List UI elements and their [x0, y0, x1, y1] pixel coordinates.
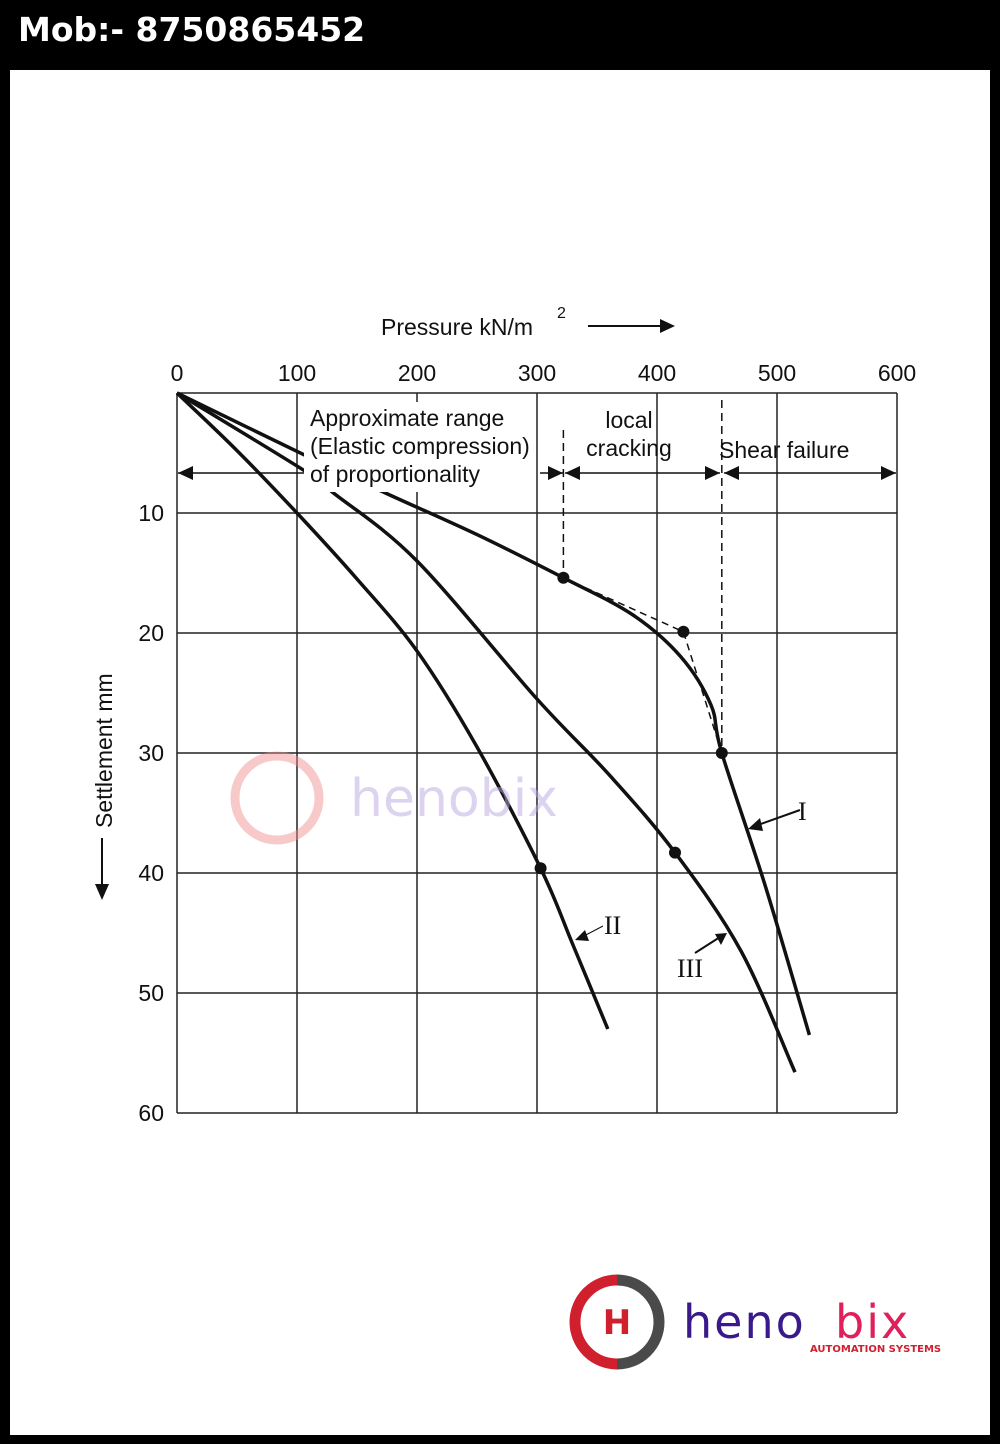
range-arrowhead	[178, 466, 193, 480]
series-marker-II	[534, 862, 547, 875]
series-marker-III	[669, 846, 681, 859]
curve-pointer-head	[715, 933, 727, 945]
y-tick-label: 50	[138, 980, 164, 1006]
curve-pointer-I	[754, 809, 801, 827]
range-arrowhead	[881, 466, 896, 480]
x-tick-label: 600	[878, 360, 916, 386]
x-axis-label: Pressure kN/m	[381, 314, 533, 340]
construction-dashed-line	[563, 577, 723, 754]
y-tick-label: 10	[138, 500, 164, 526]
y-tick-label: 60	[138, 1100, 164, 1126]
x-tick-label: 500	[758, 360, 796, 386]
x-axis-label-superscript: 2	[557, 305, 566, 322]
range-arrowhead	[565, 466, 580, 480]
x-tick-label: 300	[518, 360, 556, 386]
curve-pointer-head	[748, 818, 763, 831]
y-tick-label: 30	[138, 740, 164, 766]
curve-pointer-III	[694, 936, 721, 954]
range-arrowhead	[705, 466, 720, 480]
construction-marker	[677, 625, 690, 638]
zone3-label: Shear failure	[719, 437, 849, 463]
x-axis-arrowhead	[660, 319, 675, 333]
x-tick-label: 400	[638, 360, 676, 386]
range-arrowhead	[724, 466, 739, 480]
logo-name-part2: bix	[835, 1295, 910, 1349]
watermark-logo-icon	[230, 751, 324, 845]
y-tick-label: 40	[138, 860, 164, 886]
x-tick-label: 0	[171, 360, 184, 386]
logo-tagline: AUTOMATION SYSTEMS	[810, 1344, 941, 1355]
zone-label-background	[304, 402, 536, 492]
y-axis-label: Settlement mm	[91, 673, 117, 828]
zone1-label: (Elastic compression)	[310, 433, 530, 459]
series-line-II	[175, 391, 610, 1030]
x-tick-label: 100	[278, 360, 316, 386]
curve-pointer-head	[575, 930, 589, 941]
curve-label-I: I	[798, 797, 807, 826]
logo-icon-right	[616, 1274, 665, 1370]
zone1-label: Approximate range	[310, 405, 504, 431]
logo-icon-letter: H	[603, 1303, 631, 1343]
curve-label-II: II	[604, 911, 621, 940]
watermark-text: henobix	[350, 769, 558, 829]
curve-label-III: III	[677, 954, 703, 983]
range-arrowhead	[548, 466, 563, 480]
zone2-label: local	[605, 407, 652, 433]
logo-icon-left	[569, 1274, 618, 1370]
mobile-number: Mob:- 8750865452	[18, 10, 366, 49]
y-axis-arrowhead	[95, 884, 109, 900]
logo-name-part1: heno	[683, 1295, 806, 1349]
zone1-label: of proportionality	[310, 461, 481, 487]
y-tick-label: 20	[138, 620, 164, 646]
zone2-label: cracking	[586, 435, 672, 461]
x-tick-label: 200	[398, 360, 436, 386]
